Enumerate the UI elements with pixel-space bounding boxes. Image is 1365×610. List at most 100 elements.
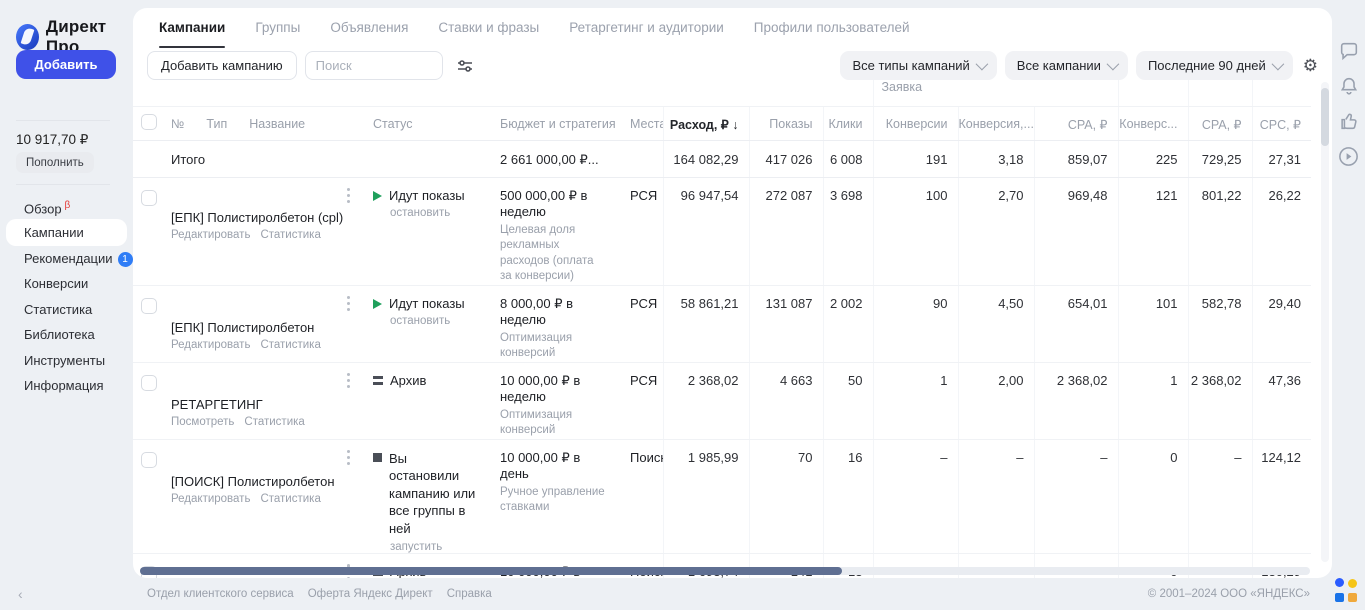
clicks-value: 50 [822, 362, 873, 440]
header-conversions[interactable]: Конверсии [872, 106, 958, 141]
add-campaign-button[interactable]: Добавить кампанию [147, 51, 297, 80]
sidebar-item-overview[interactable]: Обзор β [24, 200, 71, 217]
shows-value: 70 [748, 439, 823, 555]
extension-widget[interactable] [1335, 578, 1357, 602]
campaign-name[interactable]: [ЕПК] Полистиролбетон [171, 319, 315, 335]
stop-campaign-link[interactable]: остановить [390, 314, 451, 327]
bell-icon[interactable] [1338, 75, 1360, 97]
totals-cpa: 859,07 [1033, 140, 1119, 178]
status-text: Вы остановили кампанию или все группы в … [389, 450, 476, 536]
totals-conv-rate: 3,18 [957, 140, 1034, 178]
budget-value[interactable]: 10 000,00 ₽ в день [500, 449, 581, 481]
yandex-logo-icon [16, 24, 39, 50]
table-row[interactable]: [ПОИСК] Полистиролбетон Редактировать Ста… [133, 439, 1312, 555]
table-settings-gear-icon[interactable]: ⚙ [1302, 55, 1318, 75]
header-cpa-2[interactable]: CPA, ₽ [1187, 106, 1253, 141]
add-button[interactable]: Добавить [16, 50, 116, 79]
sidebar-item-statistics[interactable]: Статистика [24, 301, 93, 317]
footer-link-support[interactable]: Отдел клиентского сервиса [147, 588, 294, 600]
header-shows[interactable]: Показы [748, 106, 823, 141]
tab-user-profiles[interactable]: Профили пользователей [753, 20, 910, 35]
places-value: Поиск [618, 439, 663, 555]
divider [16, 184, 110, 185]
footer-link-help[interactable]: Справка [446, 588, 492, 600]
conv2-value: 121 [1117, 177, 1189, 286]
tab-ads[interactable]: Объявления [330, 20, 409, 35]
conv2-value: 0 [1117, 439, 1189, 555]
campaign-name[interactable]: РЕТАРГЕТИНГ [171, 396, 263, 412]
header-conversions-2[interactable]: Конверс... [1117, 106, 1189, 141]
row-checkbox[interactable] [141, 374, 157, 391]
edit-link[interactable]: Редактировать [171, 492, 251, 505]
play-circle-icon[interactable] [1337, 145, 1360, 168]
row-checkbox[interactable] [141, 297, 157, 314]
status-text: Идут показы [389, 187, 465, 203]
cpa-value: 654,01 [1033, 285, 1119, 363]
edit-link[interactable]: Редактировать [171, 228, 251, 241]
kebab-menu-icon[interactable] [347, 295, 351, 315]
status-text: Архив [390, 372, 427, 388]
table-row[interactable]: [ЕПК] Полистиролбетон (cpl) Редактироват… [133, 177, 1312, 286]
search-input[interactable] [304, 51, 443, 80]
horizontal-scrollbar[interactable] [140, 567, 1310, 575]
start-campaign-link[interactable]: запустить [390, 541, 443, 554]
sidebar-item-conversions[interactable]: Конверсии [24, 276, 89, 291]
sidebar-item-recommendations[interactable]: Рекомендации 1 [0, 246, 133, 272]
sidebar-item-information[interactable]: Информация [24, 378, 104, 393]
tab-groups[interactable]: Группы [255, 20, 301, 35]
table-row[interactable]: РЕТАРГЕТИНГ Посмотреть Статистика Архив 1… [133, 362, 1312, 440]
header-cpc[interactable]: CPC, ₽ [1251, 106, 1312, 141]
stats-link[interactable]: Статистика [260, 492, 321, 505]
row-checkbox[interactable] [141, 451, 157, 468]
strategy-text: Оптимизация конверсий [500, 331, 573, 360]
view-link[interactable]: Посмотреть [171, 415, 235, 428]
budget-value[interactable]: 8 000,00 ₽ в неделю [500, 295, 574, 327]
cpa2-value: 2 368,02 [1187, 362, 1253, 440]
topup-button[interactable]: Пополнить [16, 152, 94, 173]
vertical-scrollbar[interactable] [1321, 82, 1329, 562]
tab-retargeting[interactable]: Ретаргетинг и аудитории [569, 20, 724, 35]
header-status[interactable]: Статус [361, 106, 488, 141]
period-filter[interactable]: Последние 90 дней [1135, 51, 1293, 80]
header-conversion-rate[interactable]: Конверсия,... [957, 106, 1034, 141]
sidebar-item-campaigns[interactable]: Кампании [6, 218, 127, 246]
budget-value[interactable]: 500 000,00 ₽ в неделю [500, 187, 588, 219]
footer-link-offer[interactable]: Оферта Яндекс Директ [307, 588, 433, 600]
budget-value[interactable]: 10 000,00 ₽ в неделю [500, 372, 581, 404]
right-icon-rail [1337, 40, 1360, 168]
row-checkbox[interactable] [141, 189, 157, 206]
stop-campaign-link[interactable]: остановить [390, 206, 451, 219]
tab-bids-phrases[interactable]: Ставки и фразы [438, 20, 540, 35]
stats-link[interactable]: Статистика [260, 228, 321, 241]
cpc-value: 124,12 [1251, 439, 1312, 555]
campaign-name[interactable]: [ЕПК] Полистиролбетон (cpl) [171, 209, 344, 225]
header-places[interactable]: Места [618, 106, 663, 141]
kebab-menu-icon[interactable] [347, 372, 351, 392]
kebab-menu-icon[interactable] [347, 449, 351, 469]
header-budget[interactable]: Бюджет и стратегия [488, 106, 618, 141]
thumbs-up-icon[interactable] [1338, 110, 1360, 132]
header-cpa[interactable]: CPA, ₽ [1033, 106, 1119, 141]
campaigns-filter[interactable]: Все кампании [1004, 51, 1128, 80]
kebab-menu-icon[interactable] [347, 187, 351, 207]
sidebar-item-tools[interactable]: Инструменты [24, 352, 106, 368]
table-row[interactable]: [ЕПК] Полистиролбетон Редактировать Стати… [133, 285, 1312, 363]
header-name[interactable]: № Тип Название [163, 106, 361, 141]
stats-link[interactable]: Статистика [260, 338, 321, 351]
chat-bubble-icon[interactable] [1338, 40, 1360, 62]
sidebar-item-library[interactable]: Библиотека [24, 327, 95, 342]
collapse-sidebar-icon[interactable]: ‹ [18, 586, 23, 602]
copyright: © 2001–2024 ООО «ЯНДЕКС» [1147, 588, 1310, 600]
totals-budget: 2 661 000,00 ₽... [488, 140, 618, 178]
campaign-type-filter[interactable]: Все типы кампаний [840, 51, 997, 80]
tab-campaigns[interactable]: Кампании [159, 20, 226, 48]
header-clicks[interactable]: Клики [822, 106, 873, 141]
edit-link[interactable]: Редактировать [171, 338, 251, 351]
header-cost-sorted[interactable]: Расход, ₽ ↓ [662, 106, 749, 141]
campaign-name[interactable]: [ПОИСК] Полистиролбетон [171, 473, 335, 489]
select-all-checkbox[interactable] [141, 113, 157, 130]
conv-rate-value: 4,50 [957, 285, 1034, 363]
stats-link[interactable]: Статистика [244, 415, 305, 428]
filter-sliders-icon[interactable] [451, 51, 480, 80]
